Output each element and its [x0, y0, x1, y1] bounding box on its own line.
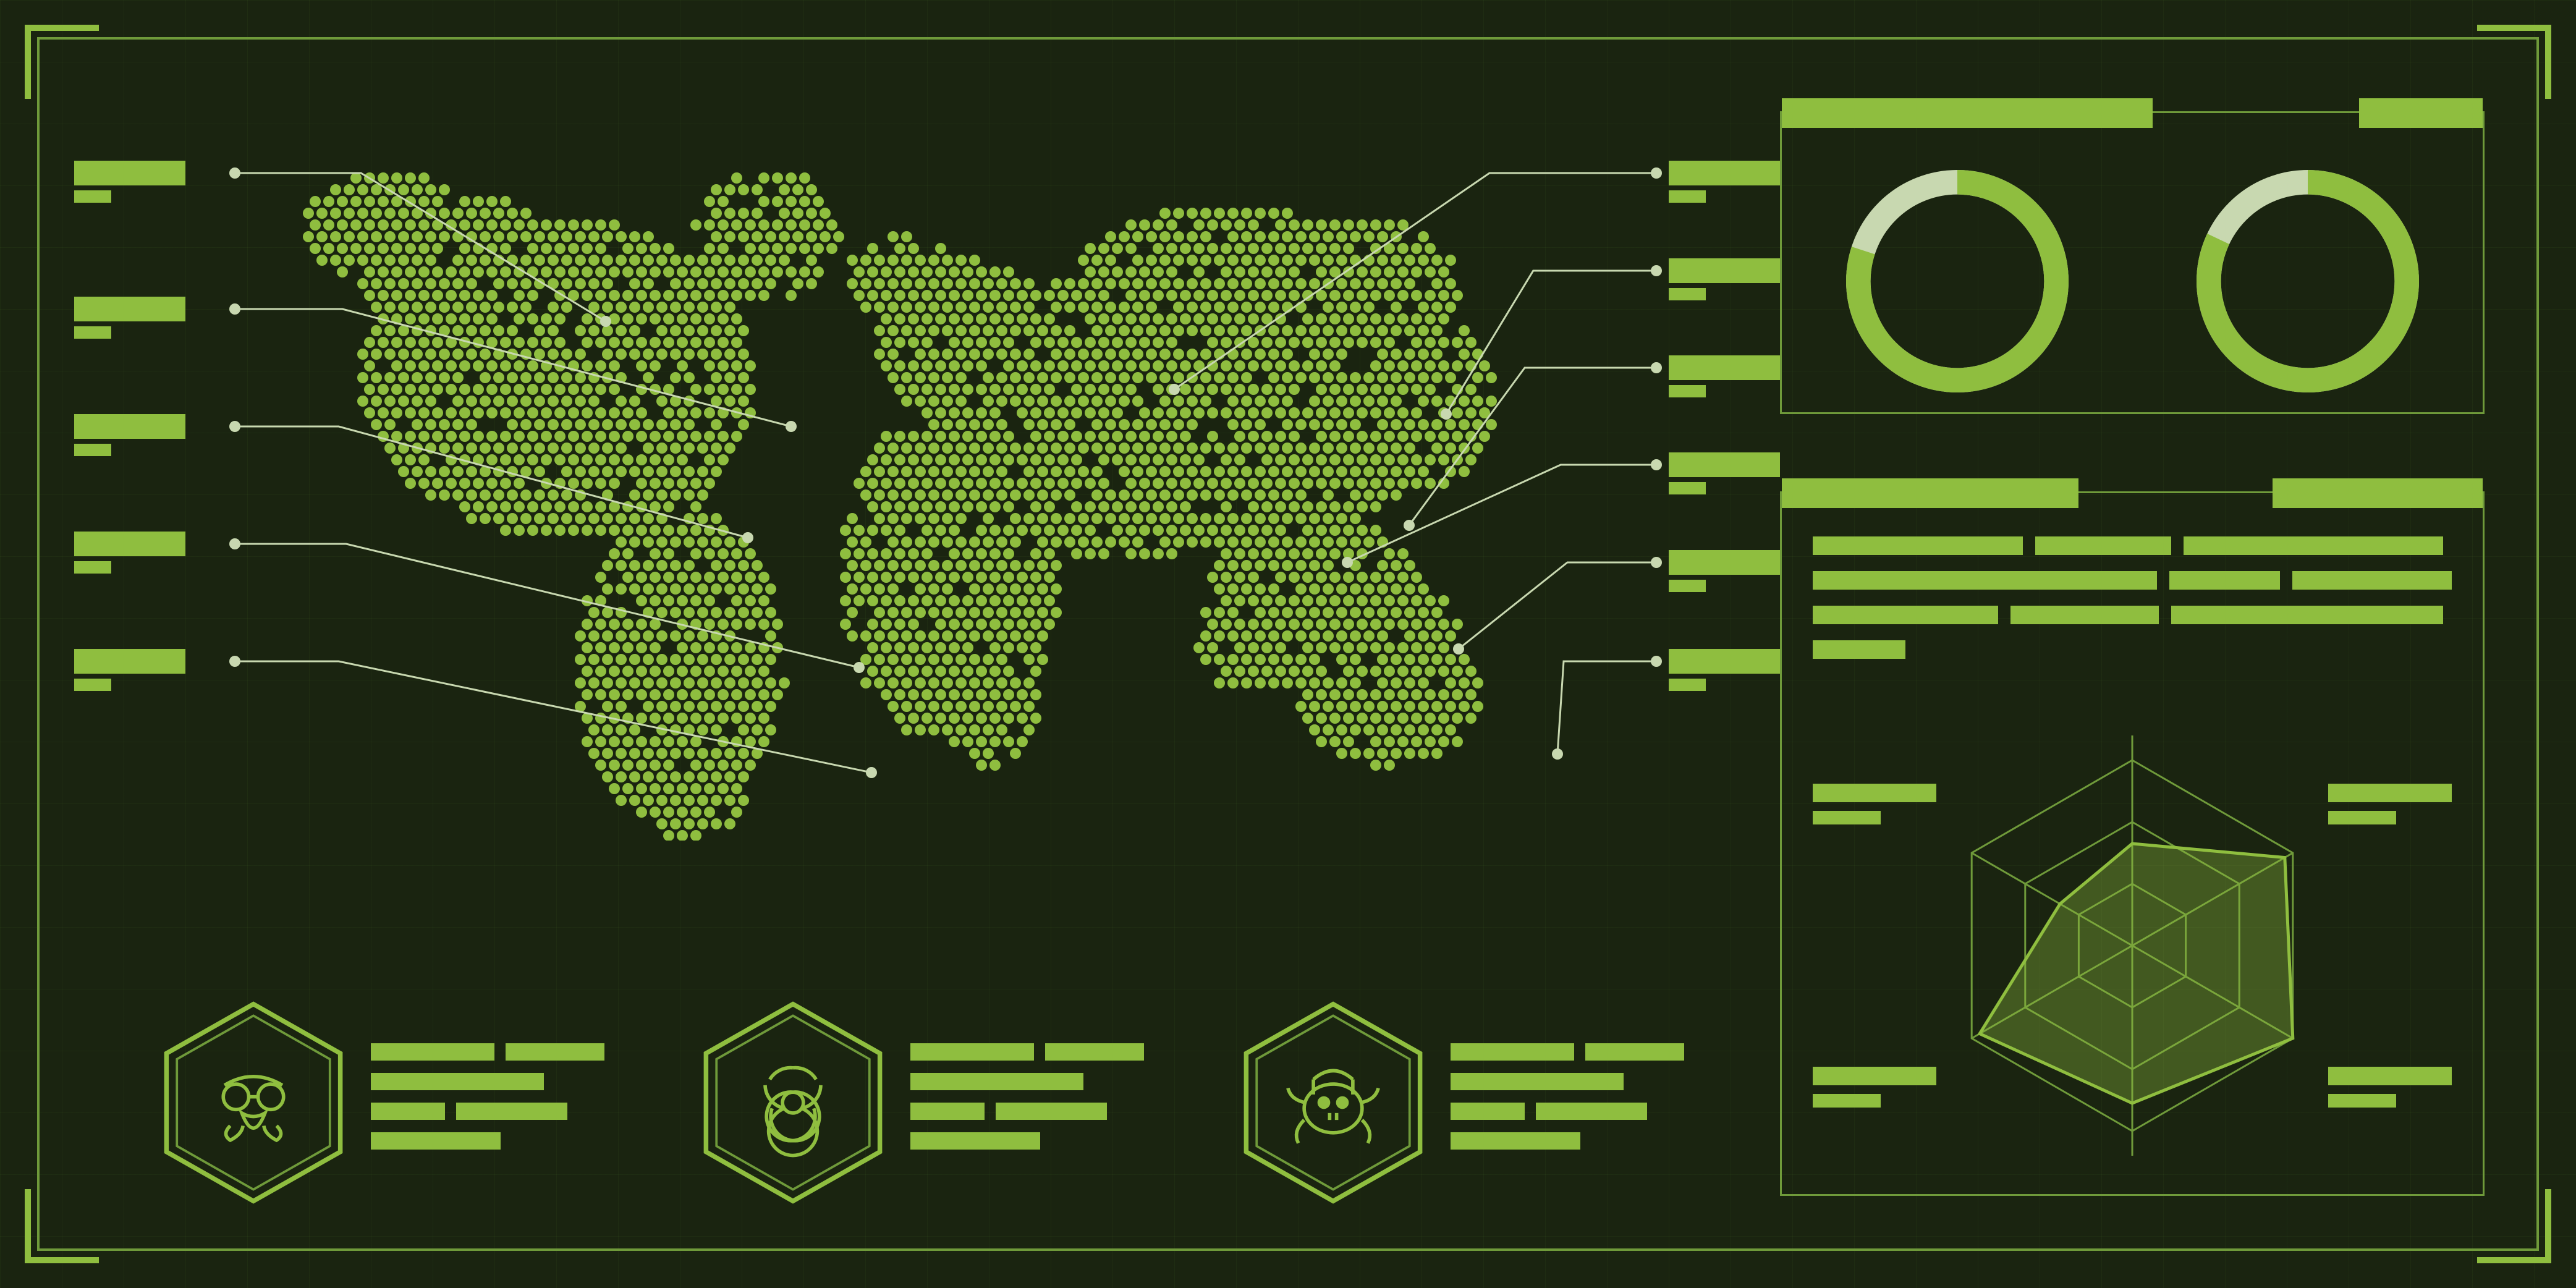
radar-chart-wrap	[1782, 722, 2483, 1169]
map-callout-eu-1[interactable]	[1669, 161, 1780, 185]
world-map-panel	[74, 74, 1706, 939]
gauge-gauge-2	[2178, 151, 2438, 411]
frame-corner-bl	[25, 1189, 99, 1263]
map-callout-sub-sa-1	[74, 561, 111, 574]
radar-label-tl	[1813, 784, 1936, 824]
status-text-identity	[371, 1043, 604, 1162]
map-callout-sa-1[interactable]	[74, 532, 185, 556]
map-callout-sub-eu-1	[1669, 190, 1706, 203]
world-map	[247, 155, 1539, 841]
info-panel	[1780, 491, 2485, 1196]
map-callout-se-1[interactable]	[1669, 550, 1780, 575]
map-callout-sub-as-2	[1669, 385, 1706, 397]
map-callout-na-1[interactable]	[74, 297, 185, 321]
map-callout-sub-nw-na-1	[74, 190, 111, 203]
map-callout-na-2[interactable]	[74, 414, 185, 439]
status-item-biohazard[interactable]	[700, 991, 1178, 1214]
map-callout-as-2[interactable]	[1669, 355, 1780, 380]
map-callout-sub-na-2	[74, 444, 111, 456]
radar-chart	[1910, 723, 2355, 1168]
status-row	[161, 991, 1718, 1214]
map-callout-sa-2[interactable]	[74, 649, 185, 674]
gauge-panel	[1780, 111, 2485, 414]
radar-label-br	[2328, 1067, 2452, 1108]
gauge-gauge-1	[1828, 151, 2087, 411]
status-item-malware[interactable]	[1240, 991, 1718, 1214]
map-callout-au-1[interactable]	[1669, 649, 1780, 674]
info-text-block	[1813, 536, 2452, 675]
map-callout-sub-as-3	[1669, 482, 1706, 494]
map-callout-sub-as-1	[1669, 288, 1706, 300]
frame-corner-br	[2477, 1189, 2551, 1263]
map-callout-sub-se-1	[1669, 580, 1706, 592]
bug-skull-icon	[1240, 998, 1426, 1208]
info-panel-header	[1782, 478, 2483, 508]
status-text-malware	[1451, 1043, 1684, 1162]
radar-label-bl	[1813, 1067, 1936, 1108]
map-callout-as-3[interactable]	[1669, 452, 1780, 477]
map-callout-as-1[interactable]	[1669, 258, 1780, 283]
biohazard-icon	[700, 998, 886, 1208]
frame-corner-tr	[2477, 25, 2551, 99]
map-callout-sub-na-1	[74, 326, 111, 339]
map-callout-nw-na-1[interactable]	[74, 161, 185, 185]
map-callout-sub-au-1	[1669, 679, 1706, 691]
disguise-mask-icon	[161, 998, 346, 1208]
map-callout-sub-sa-2	[74, 679, 111, 691]
radar-label-tr	[2328, 784, 2452, 824]
status-text-biohazard	[910, 1043, 1144, 1162]
status-item-identity[interactable]	[161, 991, 638, 1214]
gauge-panel-header	[1782, 98, 2483, 128]
